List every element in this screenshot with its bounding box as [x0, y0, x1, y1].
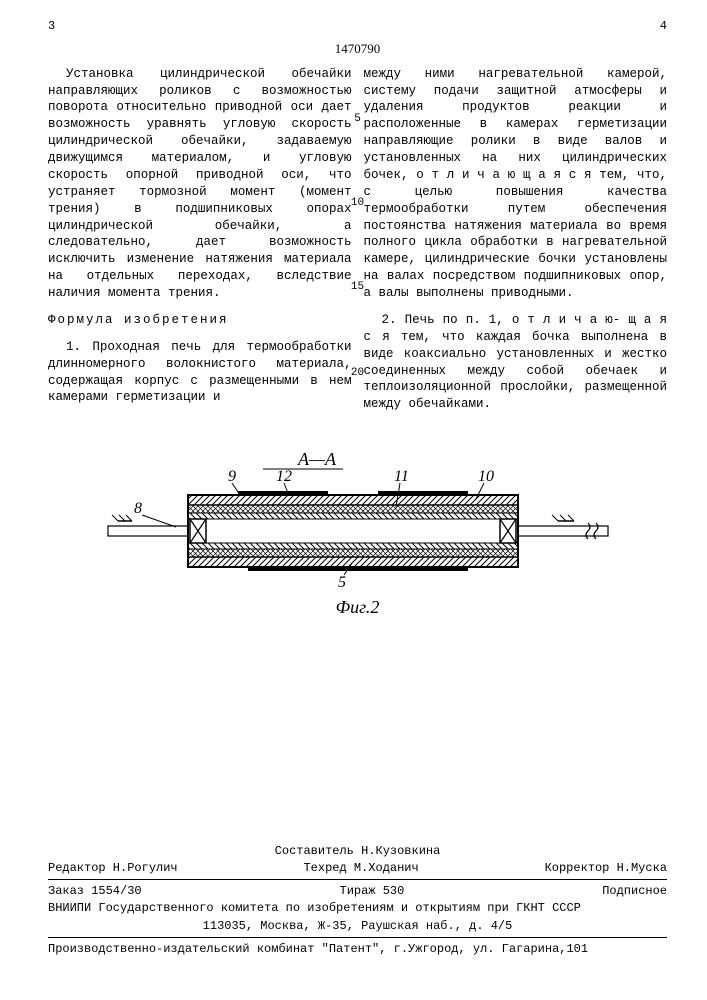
svg-text:10: 10 — [478, 468, 494, 485]
left-para-2: 1. Проходная печь для термообработки дли… — [48, 339, 352, 407]
publisher: Производственно-издательский комбинат "П… — [48, 941, 667, 957]
credits-row: Редактор Н.Рогулич Техред М.Ходанич Корр… — [48, 860, 667, 876]
page-number-left: 3 — [48, 18, 55, 34]
line-number: 15 — [351, 280, 364, 295]
separator — [48, 937, 667, 938]
svg-text:9: 9 — [228, 468, 236, 485]
figure-caption: Фиг.2 — [48, 595, 667, 619]
order: Заказ 1554/30 — [48, 883, 142, 899]
right-para-2: 2. Печь по п. 1, о т л и ч а ю- щ а я с … — [364, 312, 668, 413]
svg-text:8: 8 — [134, 500, 142, 517]
page-header: 3 4 — [48, 18, 667, 34]
right-para-1: между ними нагревательной камерой, систе… — [364, 66, 668, 302]
svg-text:11: 11 — [394, 468, 409, 485]
footer-block: Составитель Н.Кузовкина Редактор Н.Рогул… — [48, 842, 667, 958]
formula-title: Формула изобретения — [48, 312, 352, 329]
line-number: 10 — [351, 196, 364, 211]
compiler: Составитель Н.Кузовкина — [48, 843, 667, 859]
svg-text:12: 12 — [276, 468, 292, 485]
separator — [48, 879, 667, 880]
editor: Редактор Н.Рогулич — [48, 860, 178, 876]
svg-text:5: 5 — [338, 574, 346, 591]
org-line-2: 113035, Москва, Ж-35, Раушская наб., д. … — [48, 918, 667, 934]
patent-page: 3 4 1470790 Установка цилиндрической обе… — [0, 0, 707, 1000]
left-para-1: Установка цилиндрической обечайки направ… — [48, 66, 352, 302]
order-row: Заказ 1554/30 Тираж 530 Подписное — [48, 883, 667, 899]
column-left: Установка цилиндрической обечайки направ… — [48, 66, 352, 424]
corrector: Корректор Н.Муска — [545, 860, 667, 876]
subscription: Подписное — [602, 883, 667, 899]
column-right: между ними нагревательной камерой, систе… — [364, 66, 668, 424]
org-line-1: ВНИИПИ Государственного комитета по изоб… — [48, 900, 667, 916]
figure-drawing: А—А — [98, 451, 618, 591]
figure-area: А—А — [48, 451, 667, 619]
section-label: А—А — [297, 451, 337, 469]
page-number-right: 4 — [660, 18, 667, 34]
tirazh: Тираж 530 — [340, 883, 405, 899]
patent-number: 1470790 — [48, 40, 667, 58]
line-number: 5 — [354, 112, 361, 127]
left-support — [112, 515, 132, 521]
tehred: Техред М.Ходанич — [303, 860, 418, 876]
line-number: 20 — [351, 366, 364, 381]
